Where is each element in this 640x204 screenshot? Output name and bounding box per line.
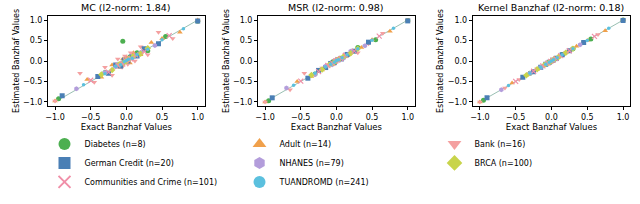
svg-text:MC (l2-norm: 1.84): MC (l2-norm: 1.84) (81, 2, 171, 13)
svg-text:0.0: 0.0 (240, 57, 253, 66)
svg-text:Estimated Banzhaf Values: Estimated Banzhaf Values (12, 9, 21, 113)
svg-text:−1.0: −1.0 (448, 98, 467, 107)
svg-text:1.0: 1.0 (617, 113, 630, 122)
svg-text:−1.0: −1.0 (470, 113, 489, 122)
svg-text:0.0: 0.0 (545, 113, 558, 122)
svg-text:1.0: 1.0 (30, 16, 43, 25)
svg-text:−0.5: −0.5 (233, 77, 252, 86)
svg-text:0.0: 0.0 (120, 113, 133, 122)
svg-text:Communities and Crime (n=101): Communities and Crime (n=101) (85, 178, 218, 187)
svg-text:Estimated Banzhaf Values: Estimated Banzhaf Values (436, 9, 445, 113)
svg-text:1.0: 1.0 (191, 113, 204, 122)
svg-text:0.5: 0.5 (240, 36, 253, 45)
svg-text:0.5: 0.5 (30, 36, 43, 45)
svg-text:Exact Banzhaf Values: Exact Banzhaf Values (81, 122, 173, 132)
svg-text:−1.0: −1.0 (45, 113, 64, 122)
svg-text:Exact Banzhaf Values: Exact Banzhaf Values (291, 122, 383, 132)
svg-text:Kernel Banzhaf (l2-norm: 0.18): Kernel Banzhaf (l2-norm: 0.18) (478, 2, 624, 13)
svg-text:−1.0: −1.0 (255, 113, 274, 122)
svg-text:MSR (l2-norm: 0.98): MSR (l2-norm: 0.98) (288, 2, 384, 13)
svg-text:NHANES (n=79): NHANES (n=79) (280, 159, 344, 168)
svg-text:−0.5: −0.5 (506, 113, 525, 122)
svg-text:0.5: 0.5 (366, 113, 379, 122)
svg-text:−1.0: −1.0 (233, 98, 252, 107)
svg-text:German Credit (n=20): German Credit (n=20) (85, 159, 174, 168)
svg-text:−0.5: −0.5 (291, 113, 310, 122)
svg-text:−0.5: −0.5 (81, 113, 100, 122)
svg-text:Exact Banzhaf Values: Exact Banzhaf Values (506, 122, 598, 132)
svg-text:Adult (n=14): Adult (n=14) (280, 140, 332, 149)
svg-text:1.0: 1.0 (454, 16, 467, 25)
svg-text:−1.0: −1.0 (23, 98, 42, 107)
svg-text:Bank (n=16): Bank (n=16) (475, 140, 526, 149)
svg-text:0.5: 0.5 (454, 36, 467, 45)
svg-text:0.0: 0.0 (330, 113, 343, 122)
svg-text:0.0: 0.0 (30, 57, 43, 66)
svg-text:−0.5: −0.5 (23, 77, 42, 86)
svg-text:0.5: 0.5 (581, 113, 594, 122)
svg-text:Diabetes (n=8): Diabetes (n=8) (85, 140, 146, 149)
svg-text:0.5: 0.5 (156, 113, 169, 122)
svg-text:1.0: 1.0 (401, 113, 414, 122)
svg-text:1.0: 1.0 (240, 16, 253, 25)
svg-text:−0.5: −0.5 (448, 77, 467, 86)
svg-text:Estimated Banzhaf Values: Estimated Banzhaf Values (222, 9, 231, 113)
svg-text:TUANDROMD (n=241): TUANDROMD (n=241) (279, 178, 369, 187)
svg-text:BRCA (n=100): BRCA (n=100) (475, 159, 533, 168)
svg-text:0.0: 0.0 (454, 57, 467, 66)
